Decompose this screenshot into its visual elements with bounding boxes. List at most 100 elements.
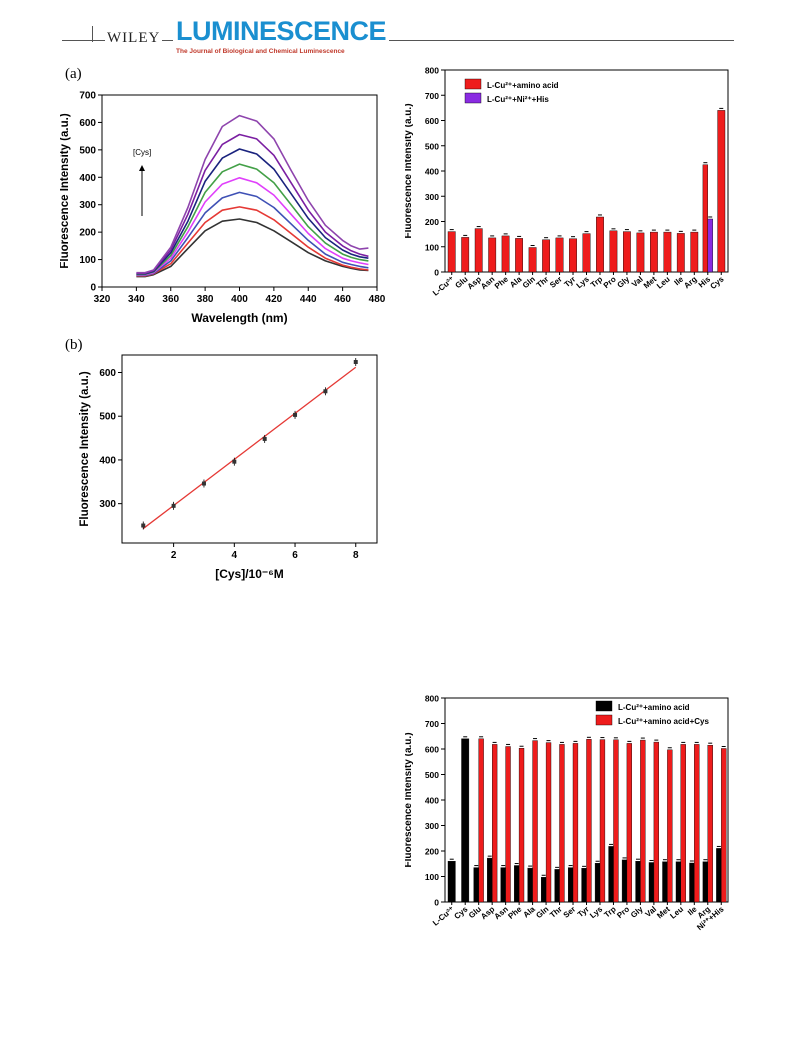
category-label: Leu bbox=[655, 275, 672, 291]
calibration-scatter-chart: 300 400 500 600 Fluorescence Intensity (a.u.… bbox=[79, 354, 378, 581]
bar-primary bbox=[554, 869, 560, 903]
legend-swatch bbox=[464, 78, 482, 90]
y-axis-label: Fluorescence Intensity (a.u.) bbox=[405, 732, 414, 867]
legend-label: L-Cu²⁺+Ni²⁺+His bbox=[487, 95, 549, 104]
selectivity-bar-chart: 0 100 200 300 400 500 600 700 800 Fluorescence In… bbox=[405, 66, 729, 298]
bar-primary bbox=[596, 216, 604, 273]
y-tick-label: 500 bbox=[99, 412, 116, 423]
bar-secondary bbox=[667, 749, 673, 903]
bar-primary bbox=[662, 861, 668, 903]
panel-label-a: (a) bbox=[65, 66, 82, 82]
y-tick-label: 300 bbox=[79, 200, 96, 211]
bar-secondary bbox=[559, 744, 565, 903]
bar-secondary bbox=[707, 745, 713, 903]
x-axis-label: [Cys]/10⁻⁶M bbox=[215, 567, 284, 581]
bar-secondary bbox=[680, 744, 686, 903]
bar-primary bbox=[528, 247, 537, 273]
x-tick-label: 320 bbox=[94, 294, 111, 305]
journal-subtitle: The Journal of Biological and Chemical L… bbox=[176, 48, 345, 55]
x-tick-label: 360 bbox=[162, 294, 179, 305]
y-tick-label: 500 bbox=[79, 145, 96, 156]
bar-secondary bbox=[626, 743, 632, 903]
x-tick-label: 400 bbox=[231, 294, 248, 305]
y-tick-label: 200 bbox=[79, 228, 96, 239]
data-point bbox=[262, 436, 267, 441]
bar-primary bbox=[648, 862, 655, 903]
data-point bbox=[353, 359, 358, 364]
linear-fit-line bbox=[142, 366, 357, 530]
bar-primary bbox=[567, 867, 574, 903]
bar-secondary bbox=[586, 739, 592, 903]
bar-primary bbox=[702, 164, 708, 273]
y-tick-label: 0 bbox=[90, 283, 96, 294]
data-point bbox=[323, 389, 328, 394]
bar-secondary bbox=[599, 739, 606, 903]
y-tick-label: 700 bbox=[425, 91, 439, 101]
y-tick-label: 800 bbox=[425, 66, 439, 76]
bar-primary bbox=[622, 231, 631, 273]
bar-primary bbox=[582, 233, 591, 273]
category-label: L-Cu²⁺ bbox=[431, 905, 456, 928]
x-tick-label: 8 bbox=[353, 550, 359, 561]
bar-primary bbox=[621, 859, 628, 903]
x-tick-label: 380 bbox=[197, 294, 214, 305]
bar-primary bbox=[676, 233, 685, 273]
bar-primary bbox=[514, 865, 520, 903]
spectrum-series-4 bbox=[136, 177, 369, 276]
legend-swatch bbox=[595, 700, 613, 712]
y-tick-label: 200 bbox=[425, 217, 439, 227]
plot-frame bbox=[121, 354, 378, 544]
y-tick-label: 600 bbox=[425, 116, 439, 126]
bar-primary bbox=[461, 237, 470, 273]
spectrum-series-6 bbox=[136, 148, 369, 275]
legend-swatch bbox=[595, 714, 613, 726]
bar-primary bbox=[690, 231, 699, 273]
data-point bbox=[201, 481, 206, 486]
bar-secondary bbox=[478, 738, 484, 903]
spectrum-series-8 bbox=[136, 114, 369, 274]
y-tick-label: 400 bbox=[79, 173, 96, 184]
cys-annotation: [Cys] bbox=[133, 148, 151, 157]
y-tick-label: 300 bbox=[425, 192, 439, 202]
y-tick-label: 600 bbox=[425, 745, 439, 755]
y-tick-label: 400 bbox=[425, 796, 439, 806]
y-tick-label: 200 bbox=[425, 847, 439, 857]
bar-primary bbox=[473, 867, 479, 903]
data-point bbox=[141, 523, 146, 528]
bar-secondary bbox=[613, 739, 619, 903]
legend-swatch bbox=[464, 92, 482, 104]
bar-primary bbox=[609, 230, 618, 273]
header-rule bbox=[62, 40, 734, 41]
y-axis-label: Fluorescence Intensity (a.u.) bbox=[60, 113, 71, 268]
publisher-logo: WILEY bbox=[105, 30, 163, 47]
bar-primary bbox=[636, 232, 645, 273]
journal-title: LUMINESCENCE bbox=[173, 18, 390, 45]
bar-primary bbox=[594, 862, 601, 903]
x-tick-label: 480 bbox=[369, 294, 386, 305]
x-tick-label: 440 bbox=[300, 294, 317, 305]
bar-primary bbox=[663, 231, 672, 273]
bar-primary bbox=[488, 237, 497, 273]
emission-spectra-chart: 0 100 200 300 400 500 600 700 Fluorescence Inten… bbox=[60, 91, 386, 326]
bar-primary bbox=[649, 231, 658, 273]
x-tick-label: 460 bbox=[334, 294, 351, 305]
x-tick-label: 2 bbox=[171, 550, 177, 561]
arrow-head bbox=[139, 165, 145, 171]
y-tick-label: 500 bbox=[425, 770, 439, 780]
y-tick-label: 400 bbox=[99, 455, 116, 466]
data-point bbox=[171, 503, 176, 508]
spectrum-series-7 bbox=[136, 133, 369, 275]
bar-primary bbox=[542, 239, 550, 273]
data-point bbox=[293, 412, 298, 417]
bar-secondary bbox=[640, 739, 646, 903]
bar-primary bbox=[515, 238, 524, 273]
y-tick-label: 300 bbox=[425, 821, 439, 831]
y-tick-label: 700 bbox=[425, 719, 439, 729]
bar-secondary bbox=[505, 746, 511, 903]
y-tick-label: 800 bbox=[425, 694, 439, 704]
y-tick-label: 100 bbox=[79, 255, 96, 266]
y-tick-label: 300 bbox=[99, 499, 116, 510]
y-tick-label: 600 bbox=[79, 118, 96, 129]
x-axis-label: Wavelength (nm) bbox=[191, 311, 287, 325]
y-tick-label: 100 bbox=[425, 872, 439, 882]
